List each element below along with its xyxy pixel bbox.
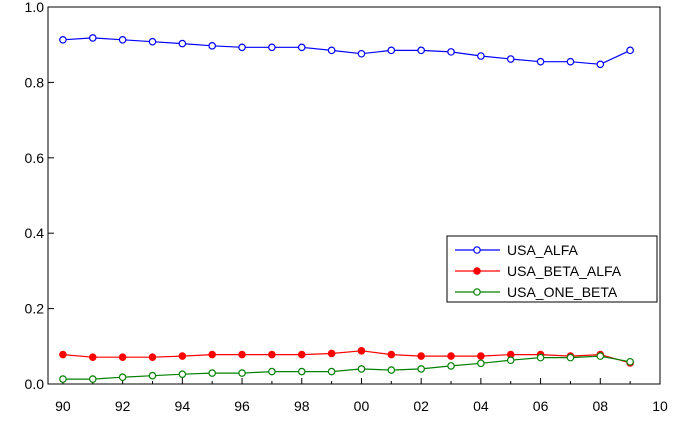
data-point bbox=[59, 350, 67, 359]
data-point bbox=[447, 362, 455, 370]
legend-marker bbox=[473, 288, 481, 296]
data-point bbox=[148, 371, 157, 380]
data-point bbox=[238, 369, 246, 377]
data-point bbox=[477, 359, 485, 368]
data-point bbox=[118, 35, 127, 44]
data-point bbox=[208, 42, 216, 50]
series-usa-one-beta bbox=[59, 352, 634, 383]
data-point bbox=[118, 353, 127, 362]
legend-marker bbox=[473, 267, 481, 275]
x-tick-label: 90 bbox=[55, 398, 71, 414]
data-point bbox=[178, 352, 187, 360]
data-point bbox=[327, 46, 336, 55]
data-point bbox=[327, 367, 336, 376]
data-point bbox=[88, 353, 97, 362]
data-point bbox=[208, 350, 216, 359]
data-point bbox=[357, 49, 366, 58]
data-point bbox=[268, 367, 276, 376]
data-point bbox=[387, 366, 396, 374]
x-tick-label: 02 bbox=[413, 398, 429, 414]
data-point bbox=[88, 375, 97, 383]
data-point bbox=[417, 46, 425, 55]
data-point bbox=[268, 43, 276, 52]
legend: USA_ALFA USA_BETA_ALFA USA_ONE_BETA bbox=[446, 235, 658, 303]
legend-label: USA_ONE_BETA bbox=[507, 284, 618, 300]
data-point bbox=[417, 365, 425, 373]
data-point bbox=[387, 46, 396, 55]
data-point bbox=[327, 349, 336, 358]
x-tick-label: 94 bbox=[175, 398, 191, 414]
y-tick-label: 0.8 bbox=[25, 74, 45, 90]
y-tick-label: 1.0 bbox=[25, 0, 45, 15]
plot-frame bbox=[47, 6, 661, 385]
data-point bbox=[208, 369, 216, 377]
data-point bbox=[148, 37, 157, 46]
data-point bbox=[238, 43, 246, 52]
data-point bbox=[536, 353, 545, 362]
x-axis: 90 92 94 96 98 00 02 04 06 08 10 bbox=[55, 378, 668, 414]
legend-label: USA_ALFA bbox=[507, 242, 578, 258]
series-line bbox=[62, 37, 631, 65]
x-tick-label: 98 bbox=[294, 398, 310, 414]
data-point bbox=[506, 356, 515, 365]
data-point bbox=[59, 35, 67, 44]
x-tick-label: 96 bbox=[234, 398, 250, 414]
data-point bbox=[387, 350, 396, 359]
series-layer bbox=[59, 34, 634, 383]
y-tick-label: 0.0 bbox=[25, 376, 45, 392]
data-point bbox=[357, 365, 366, 373]
data-point bbox=[59, 375, 67, 383]
data-point bbox=[297, 350, 306, 359]
data-point bbox=[447, 352, 455, 360]
data-point bbox=[238, 350, 246, 359]
data-point bbox=[506, 55, 515, 63]
legend-box bbox=[446, 235, 658, 303]
data-point bbox=[268, 350, 276, 359]
x-tick-label: 08 bbox=[593, 398, 609, 414]
data-point bbox=[477, 52, 485, 60]
x-tick-label: 92 bbox=[115, 398, 131, 414]
data-point bbox=[148, 353, 157, 362]
data-point bbox=[626, 357, 634, 366]
x-tick-label: 06 bbox=[533, 398, 549, 414]
data-point bbox=[626, 46, 634, 55]
data-point bbox=[477, 352, 485, 360]
data-point bbox=[566, 57, 575, 66]
y-tick-label: 0.2 bbox=[25, 301, 45, 317]
y-tick-label: 0.6 bbox=[25, 150, 45, 166]
data-point bbox=[88, 34, 97, 42]
data-point bbox=[447, 48, 455, 56]
data-point bbox=[536, 57, 545, 66]
data-point bbox=[566, 353, 575, 362]
x-tick-label: 04 bbox=[473, 398, 489, 414]
y-axis: 0.0 0.2 0.4 0.6 0.8 1.0 bbox=[25, 0, 54, 392]
y-tick-label: 0.4 bbox=[25, 225, 45, 241]
series-line bbox=[62, 355, 631, 380]
data-point bbox=[357, 347, 366, 355]
legend-label: USA_BETA_ALFA bbox=[507, 263, 622, 279]
x-tick-label: 00 bbox=[354, 398, 370, 414]
data-point bbox=[596, 352, 605, 360]
data-point bbox=[178, 370, 187, 378]
data-point bbox=[178, 39, 187, 48]
data-point bbox=[297, 43, 306, 52]
data-point bbox=[297, 367, 306, 376]
data-point bbox=[417, 352, 425, 360]
series-usa-beta-alfa bbox=[59, 347, 634, 367]
series-usa-alfa bbox=[59, 34, 634, 69]
series-line bbox=[62, 350, 631, 364]
data-point bbox=[596, 60, 605, 69]
legend-marker bbox=[473, 246, 481, 254]
data-point bbox=[118, 373, 127, 382]
x-tick-label: 10 bbox=[652, 398, 668, 414]
